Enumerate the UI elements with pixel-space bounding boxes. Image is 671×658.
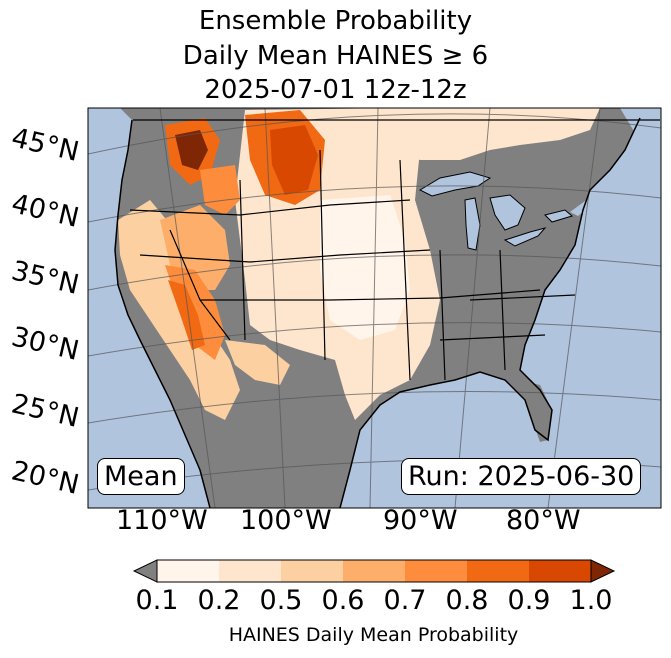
colorbar-tick-label: 0.6 bbox=[321, 585, 365, 616]
colorbar bbox=[132, 559, 616, 583]
colorbar-tick-label: 0.2 bbox=[197, 585, 241, 616]
state-borders bbox=[129, 119, 660, 381]
title-line-1: Ensemble Probability bbox=[198, 6, 473, 36]
lon-label-110: 110°W bbox=[116, 505, 208, 536]
lake-ontario bbox=[544, 209, 574, 223]
lon-label-80: 80°W bbox=[506, 505, 581, 536]
prob-zone-northwest-core bbox=[175, 130, 208, 170]
prob-zone-plains-low bbox=[320, 195, 410, 340]
map-frame bbox=[87, 107, 662, 509]
lake-michigan bbox=[464, 197, 481, 251]
colorbar-bin-1 bbox=[157, 560, 219, 582]
colorbar-bin-2 bbox=[219, 560, 281, 582]
prob-zone-sierra bbox=[168, 280, 205, 350]
colorbar-bin-5 bbox=[405, 560, 467, 582]
title-line-3: 2025-07-01 12z-12z bbox=[204, 75, 467, 105]
st-lawrence bbox=[570, 150, 645, 216]
colorbar-under-arrow bbox=[132, 559, 158, 583]
colorbar-bin-6 bbox=[467, 560, 529, 582]
colorbar-bin-3 bbox=[281, 560, 343, 582]
colorbar-label: HAINES Daily Mean Probability bbox=[228, 624, 519, 646]
run-date-box: Run: 2025-06-30 bbox=[401, 458, 642, 495]
colorbar-tick-label: 0.5 bbox=[259, 585, 303, 616]
colorbar-tick-label: 0.7 bbox=[383, 585, 427, 616]
land-florida bbox=[520, 380, 552, 440]
probability-field bbox=[118, 108, 600, 420]
lake-huron bbox=[489, 194, 526, 231]
hudson-bay-edge bbox=[620, 108, 661, 150]
prob-zone-montana-core bbox=[270, 125, 318, 195]
lon-label-100: 100°W bbox=[240, 505, 332, 536]
colorbar-bin-7 bbox=[529, 560, 591, 582]
colorbar-bin-4 bbox=[343, 560, 405, 582]
title-line-2: Daily Mean HAINES ≥ 6 bbox=[182, 41, 489, 71]
colorbar-tick-label: 1.0 bbox=[569, 585, 613, 616]
lake-erie bbox=[503, 227, 547, 247]
colorbar-over-arrow bbox=[590, 559, 616, 583]
lon-label-90: 90°W bbox=[383, 505, 458, 536]
prob-zone-southwest-tx bbox=[225, 340, 290, 385]
prob-zone-canada-south bbox=[360, 108, 600, 160]
mean-label-box: Mean bbox=[97, 458, 185, 495]
colorbar-frame bbox=[156, 559, 592, 583]
coastline bbox=[114, 117, 641, 508]
colorbar-tick-label: 0.8 bbox=[445, 585, 489, 616]
colorbar-tick-label: 0.9 bbox=[507, 585, 551, 616]
colorbar-tick-label: 0.1 bbox=[135, 585, 179, 616]
